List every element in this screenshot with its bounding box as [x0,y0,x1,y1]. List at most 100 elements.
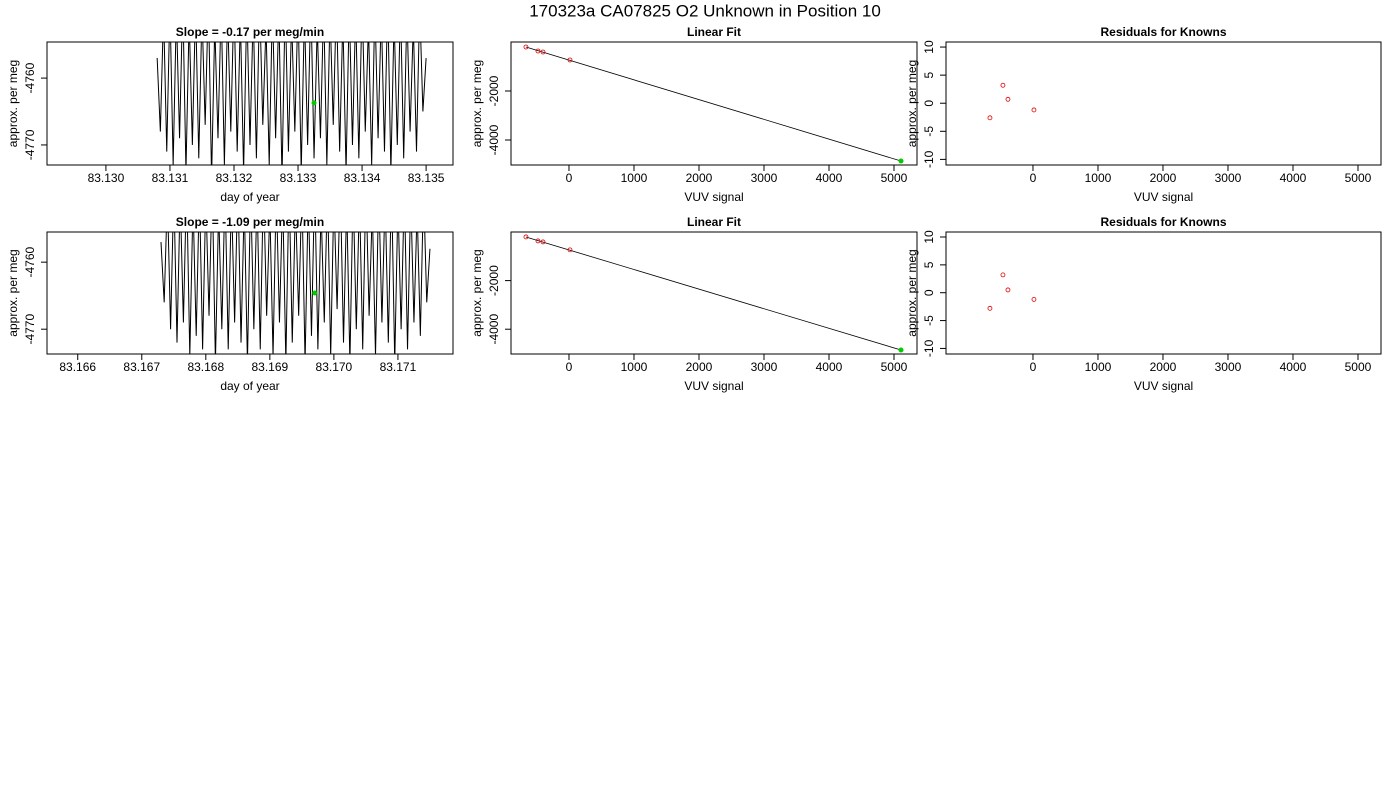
x-tick-label: 83.135 [408,171,445,185]
highlight-point [898,347,904,353]
highlight-point [311,100,317,106]
y-axis-label: approx. per meg [905,249,919,336]
panel: Slope = -1.09 per meg/min day of year appr… [6,215,454,393]
chart-title: Residuals for Knowns [1100,25,1226,39]
data-point [535,238,541,244]
data-point [1031,297,1037,302]
x-tick-label: 1000 [621,171,648,185]
x-tick-label: 5000 [881,360,908,374]
chart-title: Residuals for Knowns [1100,215,1226,229]
plot-frame [510,231,918,355]
y-tick-label: -4760 [23,246,37,277]
x-tick-label: 3000 [1215,360,1242,374]
y-axis-label: approx. per meg [905,60,919,147]
x-tick-label: 83.170 [316,360,353,374]
panel: Residuals for Knowns VUV signal approx. pe… [905,215,1382,393]
data-point [1031,107,1037,113]
data-point [1005,287,1011,293]
x-axis-label: VUV signal [1134,379,1193,393]
data-point [1005,96,1011,102]
data-point [567,247,573,253]
page-title: 170323a CA07825 O2 Unknown in Position 1… [529,1,881,20]
x-tick-label: 4000 [1280,171,1307,185]
y-tick-label: -4000 [487,124,501,155]
data-point [1000,272,1006,278]
y-tick-label: -4760 [23,62,37,93]
chart-title: Slope = -0.17 per meg/min [176,25,324,39]
plot-area [160,232,431,354]
chart-title: Linear Fit [687,215,741,229]
x-tick-label: 2000 [686,171,713,185]
x-tick-label: 3000 [751,360,778,374]
y-axis-label: approx. per meg [470,60,484,147]
plot-area [523,234,904,353]
y-tick-label: -5 [922,126,936,137]
y-tick-label: -2000 [487,75,501,106]
fit-line [525,236,902,351]
y-axis-label: approx. per meg [6,60,20,147]
x-tick-label: 3000 [1215,171,1242,185]
y-tick-label: -10 [922,339,936,357]
plot-area [523,44,904,164]
highlight-point [312,290,318,296]
panel: Linear Fit VUV signal approx. per meg 0 1000… [470,25,918,204]
highlight-point [898,158,904,164]
x-tick-label: 0 [1030,360,1037,374]
x-tick-label: 2000 [1150,171,1177,185]
x-tick-label: 5000 [1345,360,1372,374]
x-tick-label: 5000 [881,171,908,185]
data-point [540,239,546,245]
fit-line [525,46,902,162]
x-tick-label: 83.166 [59,360,96,374]
plot-area [156,42,427,165]
y-tick-label: 0 [922,289,936,296]
y-tick-label: 0 [922,100,936,107]
x-tick-label: 2000 [1150,360,1177,374]
y-tick-label: -4000 [487,314,501,345]
x-tick-label: 4000 [1280,360,1307,374]
x-tick-label: 1000 [1085,171,1112,185]
panel: Residuals for Knowns VUV signal approx. pe… [905,25,1382,204]
panel: Slope = -0.17 per meg/min day of year appr… [6,25,454,204]
y-axis-label: approx. per meg [470,249,484,336]
y-tick-label: 5 [922,261,936,268]
y-axis-label: approx. per meg [6,249,20,336]
x-tick-label: 2000 [686,360,713,374]
x-axis-label: day of year [220,379,279,393]
chart-title: Linear Fit [687,25,741,39]
x-tick-label: 83.133 [280,171,317,185]
x-tick-label: 83.134 [344,171,381,185]
chart-title: Slope = -1.09 per meg/min [176,215,324,229]
data-point [535,48,541,54]
x-tick-label: 83.167 [123,360,160,374]
y-tick-label: -10 [922,150,936,168]
plot-area [987,82,1037,121]
x-tick-label: 3000 [751,171,778,185]
x-axis-label: day of year [220,190,279,204]
y-tick-label: 5 [922,71,936,78]
x-axis-label: VUV signal [684,190,743,204]
plot-frame [510,41,918,166]
x-tick-label: 4000 [816,360,843,374]
x-tick-label: 0 [1030,171,1037,185]
x-tick-label: 1000 [621,360,648,374]
x-axis-label: VUV signal [1134,190,1193,204]
data-point [540,49,546,55]
data-point [523,44,529,50]
panel: Linear Fit VUV signal approx. per meg 0 1000… [470,215,918,393]
y-tick-label: 10 [922,230,936,244]
data-point [523,234,529,240]
data-point [1000,82,1006,88]
data-point [987,305,993,311]
y-tick-label: -4770 [23,314,37,345]
plot-frame [46,41,454,166]
x-tick-label: 5000 [1345,171,1372,185]
y-tick-label: -5 [922,315,936,326]
x-tick-label: 83.168 [187,360,224,374]
x-axis-label: VUV signal [684,379,743,393]
y-tick-label: -4770 [23,129,37,160]
data-point [987,115,993,121]
data-point [567,57,573,63]
